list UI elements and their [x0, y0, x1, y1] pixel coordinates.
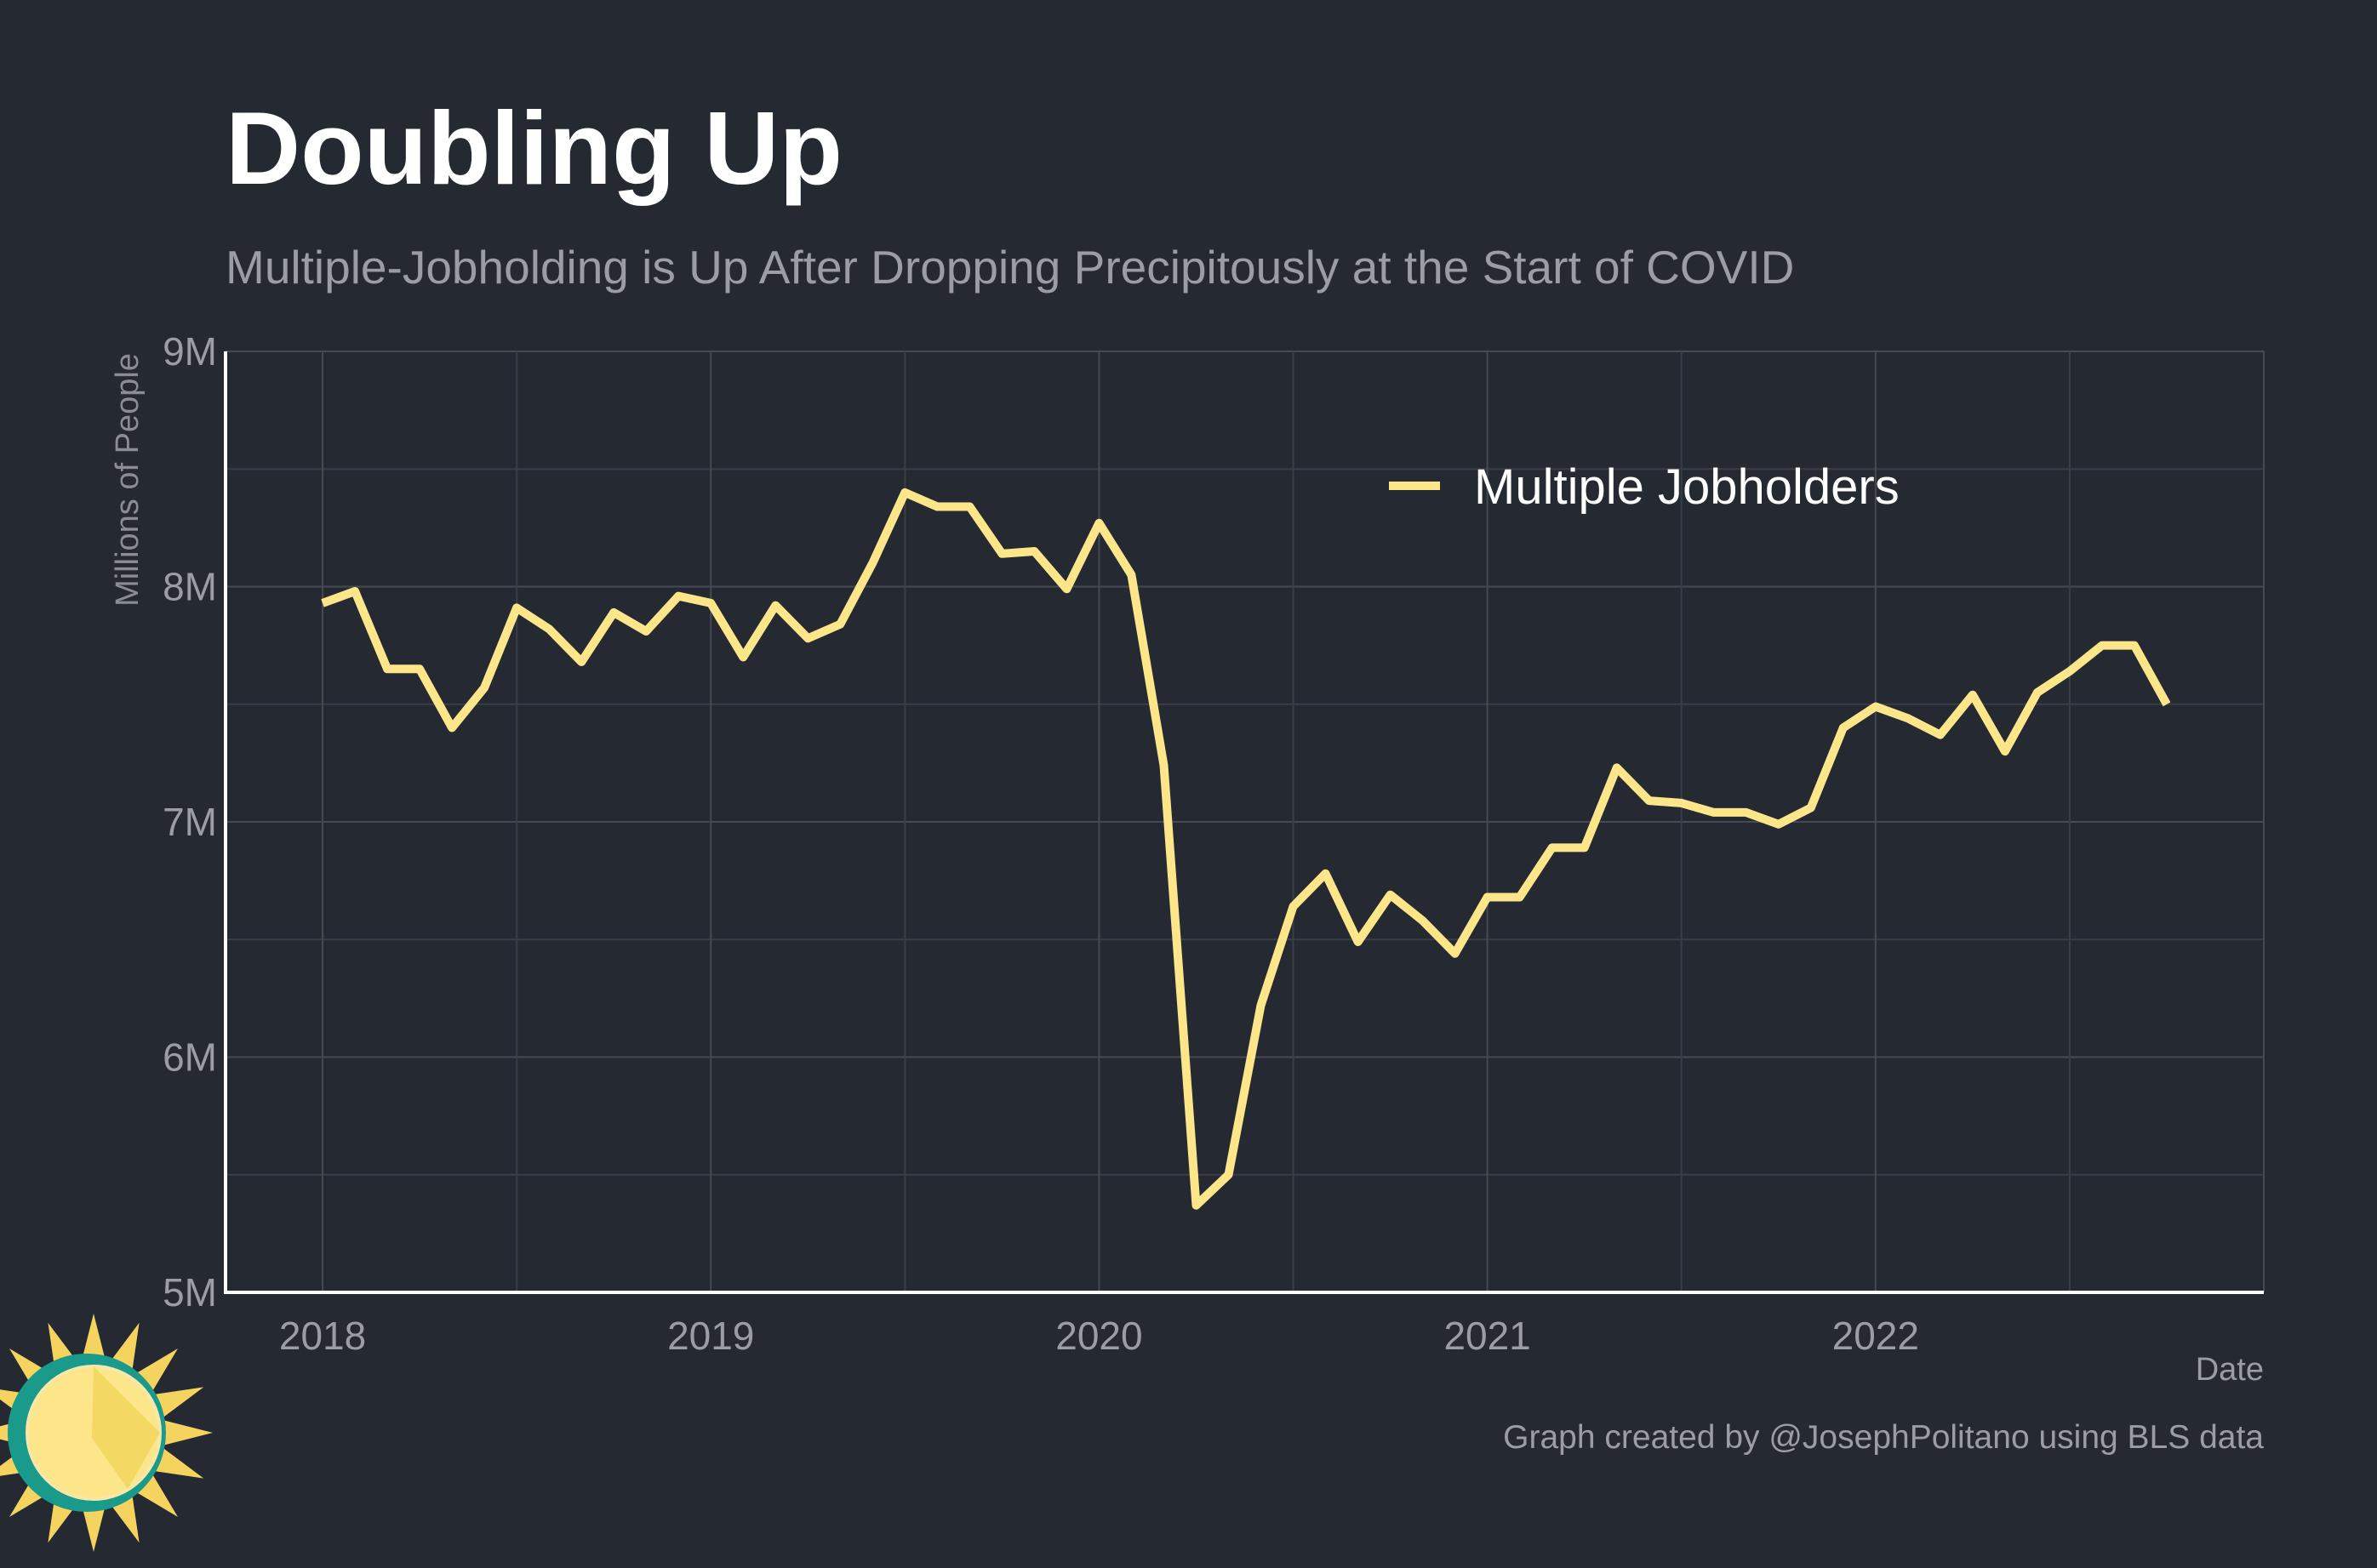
y-tick-label: 7M — [163, 800, 217, 844]
legend-label: Multiple Jobholders — [1474, 459, 1900, 515]
caption: Graph created by @JosephPolitano using B… — [1503, 1419, 2264, 1456]
series-line — [321, 488, 2171, 1210]
y-tick-label: 9M — [163, 329, 217, 373]
x-tick-label: 2018 — [279, 1314, 366, 1358]
y-tick-label: 8M — [163, 565, 217, 609]
y-axis-label: Millions of People — [110, 353, 146, 607]
series-layer — [321, 488, 2171, 1210]
y-axis-ticks: 5M 6M 7M 8M 9M — [163, 329, 217, 1314]
x-tick-label: 2020 — [1055, 1314, 1142, 1358]
y-tick-label: 6M — [163, 1035, 217, 1080]
sun-shade-icon — [92, 1366, 160, 1489]
legend: Multiple Jobholders — [1389, 459, 1900, 515]
sun-logo — [0, 1314, 213, 1552]
x-tick-label: 2019 — [667, 1314, 754, 1358]
x-tick-label: 2021 — [1443, 1314, 1530, 1358]
grid-lines — [226, 351, 2265, 1293]
x-tick-label: 2022 — [1832, 1314, 1919, 1358]
axes — [224, 351, 2264, 1294]
chart-title: Doubling Up — [226, 90, 843, 206]
chart-subtitle: Multiple-Jobholding is Up After Dropping… — [226, 241, 1794, 294]
x-axis-label: Date — [2196, 1352, 2264, 1388]
x-axis-ticks: 2018 2019 2020 2021 2022 — [279, 1314, 1919, 1358]
y-tick-label: 5M — [163, 1270, 217, 1314]
